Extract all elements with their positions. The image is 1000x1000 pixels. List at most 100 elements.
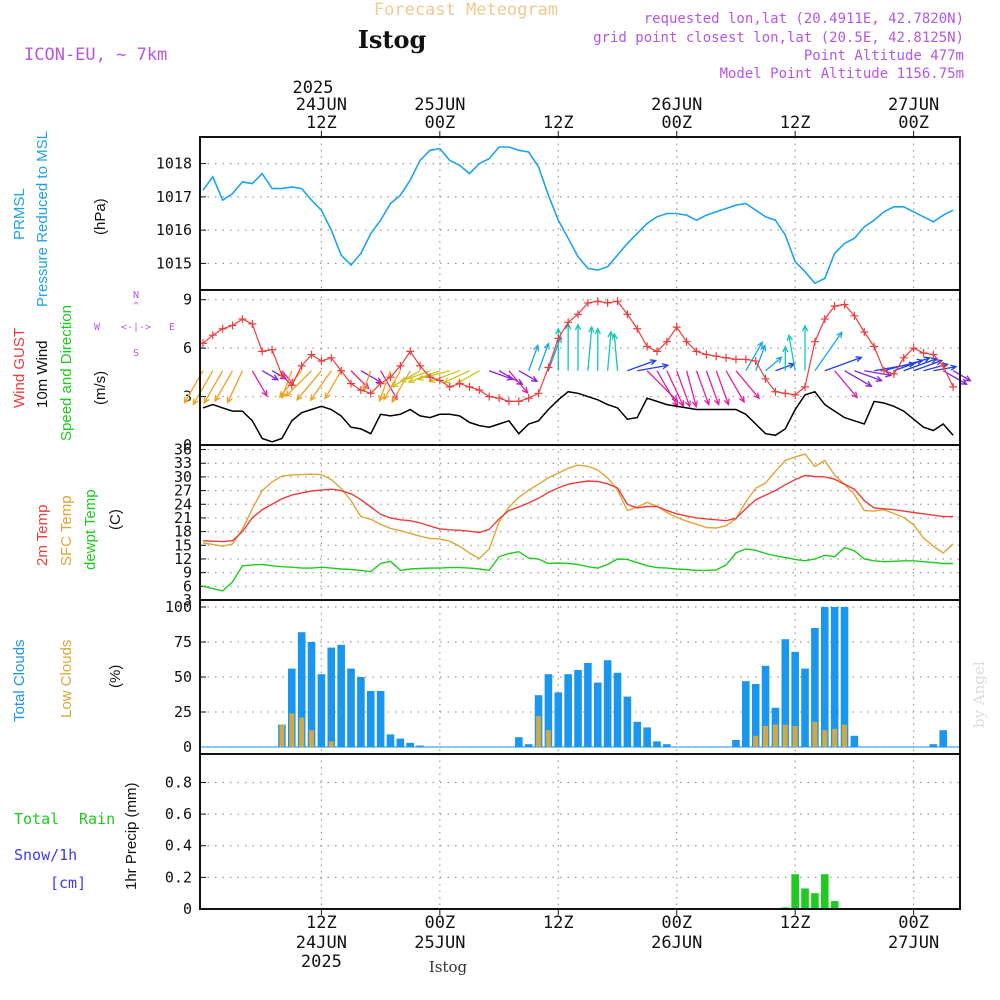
gust-marker (929, 350, 938, 359)
wind-arrow (214, 370, 234, 403)
low-cloud-bar (763, 726, 769, 747)
gust-marker (465, 382, 474, 391)
wind-arrow-head (884, 371, 893, 378)
total-cloud-bar (929, 744, 938, 747)
wind-arrow-shaft (261, 370, 279, 381)
gust-marker (337, 366, 346, 375)
temp-unit: (C) (107, 509, 124, 530)
bottom-date-label: 27JUN (888, 933, 939, 953)
gust-marker (228, 321, 237, 330)
total-cloud-bar (554, 692, 563, 747)
wind-gust-label: Wind GUST (11, 328, 28, 408)
wind-arrow-head (588, 325, 595, 333)
wind-arrow-shaft (735, 370, 760, 399)
wind-arrow (854, 370, 883, 382)
panel-3: 0 25 50 75 100 (165, 598, 960, 756)
wind-arrow-shaft (715, 370, 730, 405)
wind-arrow-shaft (913, 359, 943, 372)
y-tick-label: 6 (183, 339, 192, 357)
bottom-date-label: 24JUN (296, 933, 347, 953)
gust-marker (593, 297, 602, 306)
wind-arrow-shaft (685, 370, 697, 407)
wind-arrow-shaft (310, 370, 332, 401)
wind-arrow-head (214, 395, 221, 403)
y-tick-label: 25 (174, 703, 192, 721)
wind-arrow-shaft (456, 370, 480, 385)
wind-arrow (192, 370, 214, 406)
wind-arrow-shaft (251, 370, 268, 397)
low-cloud-bar (536, 716, 542, 747)
wind-arrow-head (416, 374, 424, 382)
gust-marker (258, 347, 267, 356)
wind-arrow (407, 370, 441, 384)
wind-arrow-shaft (814, 331, 843, 372)
gust-marker (860, 327, 869, 336)
gust-marker (416, 361, 425, 370)
total-clouds-label: Total Clouds (11, 639, 28, 722)
wind-arrow-head (964, 375, 972, 382)
wind-arrow (309, 370, 332, 402)
bottom-hour-label: 12Z (306, 913, 337, 933)
total-cloud-bar (603, 660, 612, 747)
gust-marker (218, 324, 227, 333)
total-cloud-bar (742, 681, 750, 747)
y-tick-label: 9 (183, 291, 192, 309)
total-cloud-bar (939, 730, 948, 747)
total-cloud-bar (653, 741, 661, 747)
wind-arrow (765, 356, 783, 372)
low-cloud-bar (842, 724, 848, 747)
total-cloud-bar (820, 607, 829, 747)
gust-marker (603, 298, 612, 307)
wind-arrow-head (378, 394, 385, 403)
total-cloud-bar (830, 607, 839, 747)
wind-unit: (m/s) (92, 371, 109, 405)
bottom-hour-label: 00Z (898, 913, 929, 933)
gust-marker (919, 348, 928, 357)
gust-marker (208, 331, 217, 340)
top-date-label: 27JUN (888, 95, 939, 115)
wind-arrow-shaft (324, 370, 342, 399)
gust-marker (574, 310, 583, 319)
top-hour-label: 00Z (661, 113, 692, 133)
wind-arrow (606, 330, 614, 371)
wind-arrow (685, 370, 698, 408)
wind-arrow-shaft (903, 358, 937, 372)
total-cloud-bar (574, 670, 582, 747)
wind-arrow-head (723, 398, 730, 407)
gust-marker (791, 390, 800, 399)
pressure-label-msl: Pressure Reduced to MSL (34, 131, 51, 307)
total-cloud-bar (584, 663, 592, 747)
gust-marker (455, 379, 464, 388)
gust-marker (435, 376, 444, 385)
wind-dir-label: Speed and Direction (58, 305, 75, 441)
wind-arrow (383, 370, 401, 401)
temp-dewpt-label: dewpt Temp (82, 489, 99, 570)
low-cloud-bar (792, 726, 798, 747)
wind-arrow-shaft (788, 335, 796, 371)
temp-2m-line (202, 474, 954, 543)
gust-marker (771, 387, 780, 396)
gust-marker (751, 357, 760, 366)
wind-arrow-head (271, 374, 280, 381)
gust-marker (317, 357, 326, 366)
model-label: ICON-EU, ~ 7km (24, 45, 167, 65)
wind-arrow-head (594, 327, 601, 335)
wind-arrow (814, 330, 843, 372)
wind-arrow (226, 370, 244, 404)
y-tick-label: 15 (174, 536, 192, 554)
y-tick-label: 3 (183, 591, 192, 609)
y-tick-label: 0 (183, 436, 192, 454)
wind-arrow-shaft (864, 370, 891, 377)
wind-arrow-head (865, 380, 873, 387)
wind-arrow-head (855, 356, 863, 363)
wind-arrow-head (555, 327, 562, 335)
y-tick-label: 0.4 (165, 837, 192, 855)
gust-marker (307, 350, 316, 359)
bottom-hour-label: 12Z (780, 913, 811, 933)
wind-arrow-shaft (488, 370, 513, 380)
rain-bar (820, 874, 829, 909)
wind-arrow-head (533, 344, 540, 352)
year-top: 2025 (293, 78, 334, 98)
precip-labels: Total Rain Snow/1h [cm] 1hr Precip (mm) (14, 782, 140, 892)
wind-arrow-shaft (443, 370, 470, 384)
